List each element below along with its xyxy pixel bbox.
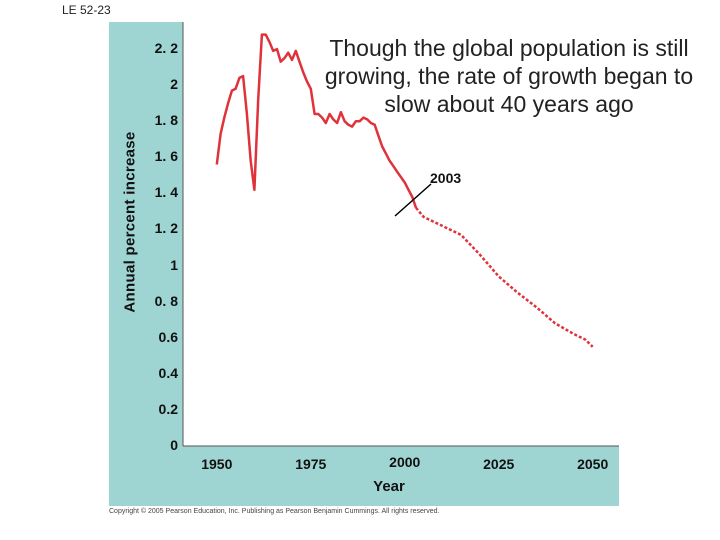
slide-label: LE 52-23 (62, 3, 111, 17)
y-tick-label: 0 (170, 437, 178, 453)
x-tick-label: 2025 (483, 456, 515, 472)
x-tick-label: 2000 (389, 454, 421, 470)
footer-strip (109, 506, 619, 522)
y-tick-label: 1. 4 (154, 184, 178, 201)
series-line-projected (415, 206, 594, 348)
y-tick-label: 0.2 (158, 400, 178, 417)
y-tick-label: 1. 6 (154, 148, 178, 165)
plot-area (183, 22, 619, 446)
y-tick-label: 1 (170, 256, 178, 273)
chart-annotation-text: Though the global population is still gr… (324, 35, 694, 117)
y-tick-label: 2. 2 (154, 40, 178, 57)
y-axis-label: Annual percent increase (121, 131, 139, 313)
y-tick-label: 0.6 (158, 328, 178, 345)
x-tick-label: 2050 (577, 456, 609, 472)
y-tick-label: 2 (170, 76, 178, 93)
x-tick-label: 1975 (295, 456, 327, 472)
y-tick-label: 1. 8 (154, 112, 178, 129)
x-axis-label: Year (373, 478, 405, 495)
copyright-text: Copyright © 2005 Pearson Education, Inc.… (109, 508, 440, 515)
annotation-2003-pointer (394, 183, 432, 217)
series-line-actual (215, 33, 418, 209)
x-tick-label: 1950 (201, 456, 233, 472)
y-tick-label: 0. 8 (154, 292, 178, 309)
y-tick-label: 0.4 (158, 364, 178, 381)
annotation-2003-label: 2003 (430, 170, 462, 186)
y-tick-label: 1. 2 (154, 220, 178, 237)
